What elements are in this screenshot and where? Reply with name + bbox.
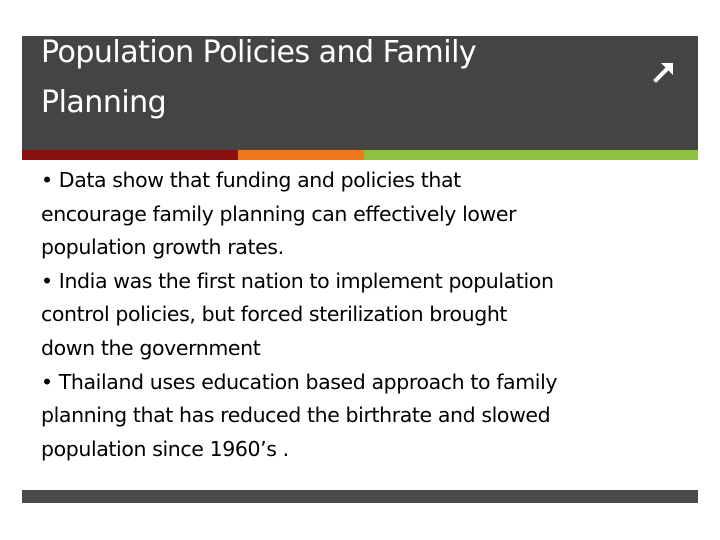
body-line: down the government	[41, 335, 261, 360]
slide-body: • Data show that funding and policies th…	[41, 164, 681, 466]
body-line: population growth rates.	[41, 235, 284, 260]
bottom-bar	[22, 490, 698, 503]
slide-title-line-1: Population Policies and Family	[41, 35, 477, 70]
body-line: control policies, but forced sterilizati…	[41, 302, 508, 327]
body-line: encourage family planning can effectivel…	[41, 201, 517, 226]
body-line: • India was the first nation to implemen…	[41, 268, 554, 293]
body-line: • Thailand uses education based approach…	[41, 369, 558, 394]
body-line: planning that has reduced the birthrate …	[41, 403, 551, 428]
accent-stripe-orange	[238, 150, 364, 160]
title-band	[22, 36, 698, 150]
body-line: • Data show that funding and policies th…	[41, 168, 461, 192]
body-line: population since 1960’s .	[41, 436, 289, 461]
diagonal-arrow-icon	[653, 63, 673, 83]
accent-stripe-red	[22, 150, 238, 160]
accent-stripe-green	[364, 150, 698, 160]
slide-title-line-2: Planning	[41, 85, 167, 120]
slide-title: Population Policies and Family Planning	[41, 28, 601, 128]
